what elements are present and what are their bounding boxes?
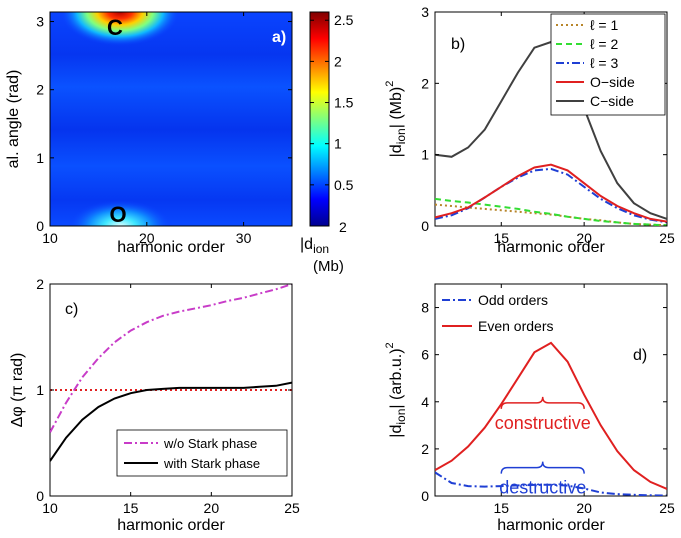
panel-b-series-line-2 bbox=[435, 167, 667, 224]
panel-c-xtick-label: 15 bbox=[123, 500, 139, 516]
heatmap-hotspot-c bbox=[60, 12, 180, 46]
panel-d-brace-0 bbox=[500, 396, 585, 409]
panel-b-legend: ℓ = 1 ℓ = 2 ℓ = 3 O−side C−side bbox=[550, 13, 666, 116]
panel-a-xtick-label: 10 bbox=[42, 230, 58, 246]
panel-d-xtick-label: 25 bbox=[659, 500, 675, 516]
colorbar bbox=[309, 11, 330, 227]
panel-a-ylabel: al. angle (rad) bbox=[5, 70, 22, 169]
panel-label-a: a) bbox=[272, 29, 286, 46]
annotation-c: C bbox=[107, 15, 123, 40]
panel-d-ytick-label: 0 bbox=[421, 488, 429, 504]
panel-c-ytick-label: 1 bbox=[36, 382, 44, 398]
panel-b-xtick-label: 15 bbox=[493, 230, 509, 246]
panel-b-xtick-label: 25 bbox=[659, 230, 675, 246]
panel-c-lines: 10 15 20 25 0 1 2 c) w/o Stark phase with Stark… bbox=[9, 276, 300, 534]
panel-c-legend: w/o Stark phase with Stark phase bbox=[116, 429, 288, 477]
panel-a-xtick-label: 20 bbox=[139, 230, 155, 246]
panel-a-xlabel: harmonic order bbox=[117, 239, 225, 256]
panel-b-legend-box bbox=[550, 13, 666, 116]
panel-label-c: c) bbox=[65, 301, 78, 318]
panel-d-xtick-label: 20 bbox=[576, 500, 592, 516]
colorbar-tick-label: 2 bbox=[339, 219, 347, 235]
panel-a-frame bbox=[49, 11, 293, 227]
panel-a-ytick-label: 3 bbox=[36, 14, 44, 30]
panel-d-series-line-1 bbox=[435, 341, 667, 490]
panel-b-legend-label-4: C−side bbox=[590, 93, 634, 109]
panel-label-b: b) bbox=[451, 36, 465, 53]
panel-d-legend: Odd orders Even orders bbox=[442, 292, 553, 334]
panel-c-xtick-label: 25 bbox=[284, 500, 300, 516]
panel-c-legend-label-1: with Stark phase bbox=[163, 456, 260, 471]
panel-d-ytick-label: 8 bbox=[421, 300, 429, 316]
panel-b-ylabel: |dion| (Mb)2 bbox=[384, 81, 408, 158]
panel-b-ytick-label: 2 bbox=[421, 75, 429, 91]
panel-a-heatmap: C O a) 10 20 30 0 1 2 3 harmonic order al. ang… bbox=[5, 11, 354, 275]
panel-c-ytick-label: 0 bbox=[36, 488, 44, 504]
panel-d-series-line-0 bbox=[435, 471, 667, 496]
panel-b-series-line-3 bbox=[435, 163, 667, 223]
panel-d-ytick-label: 6 bbox=[421, 347, 429, 363]
colorbar-tick-label: 1 bbox=[334, 136, 342, 152]
panel-d-annotation-1: destructive bbox=[499, 478, 586, 498]
panel-c-ytick-label: 2 bbox=[36, 276, 44, 292]
panel-d-lines: 15 20 25 0 2 4 6 8 Odd orders Even orders d) con… bbox=[384, 283, 675, 534]
panel-a-ytick-label: 2 bbox=[36, 82, 44, 98]
panel-c-legend-box bbox=[116, 429, 288, 477]
panel-d-annotation-0: constructive bbox=[495, 413, 591, 433]
panel-d-frame bbox=[434, 283, 668, 497]
colorbar-tick-label: 2 bbox=[334, 53, 342, 69]
panel-d-legend-label-1: Even orders bbox=[478, 318, 553, 334]
panel-b-series-line-0 bbox=[435, 203, 667, 226]
panel-b-ytick-label: 3 bbox=[421, 4, 429, 20]
panel-d-ytick-label: 2 bbox=[421, 441, 429, 457]
panel-b-legend-label-3: O−side bbox=[590, 74, 635, 90]
panel-c-xlabel: harmonic order bbox=[117, 517, 225, 534]
panel-c-ylabel: Δφ (π rad) bbox=[9, 353, 26, 428]
panel-a-ytick-label: 0 bbox=[36, 218, 44, 234]
panel-label-d: d) bbox=[633, 347, 647, 364]
panel-b-frame bbox=[434, 11, 668, 227]
colorbar-tick-label: 2.5 bbox=[334, 12, 354, 28]
panel-b-legend-label-1: ℓ = 2 bbox=[590, 36, 618, 52]
heatmap-hotspot-o bbox=[68, 200, 172, 226]
panel-c-series-line-0 bbox=[50, 284, 292, 433]
panel-b-xtick-label: 20 bbox=[576, 230, 592, 246]
panel-a-xtick-label: 30 bbox=[236, 230, 252, 246]
panel-d-xtick-label: 15 bbox=[493, 500, 509, 516]
panel-c-xtick-label: 10 bbox=[42, 500, 58, 516]
panel-d-legend-label-0: Odd orders bbox=[478, 292, 548, 308]
heatmap-background bbox=[50, 12, 292, 226]
panel-b-series-line-1 bbox=[435, 197, 667, 226]
panel-c-series-line-1 bbox=[50, 381, 292, 462]
panel-b-ytick-label: 1 bbox=[421, 147, 429, 163]
panel-d-xlabel: harmonic order bbox=[497, 517, 605, 534]
colorbar-tick-label: 1.5 bbox=[334, 95, 354, 111]
panel-a-ytick-label: 1 bbox=[36, 150, 44, 166]
panel-b-legend-label-0: ℓ = 1 bbox=[590, 17, 618, 33]
panel-c-legend-label-0: w/o Stark phase bbox=[163, 436, 257, 451]
panel-d-ylabel: |dion| (arb.u.)2 bbox=[384, 342, 408, 437]
panel-c-xtick-label: 20 bbox=[204, 500, 220, 516]
colorbar-label: |dion bbox=[300, 236, 329, 256]
panel-b-lines: 15 20 25 0 1 2 3 b) ℓ = 1 ℓ = 2 ℓ = 3 O−side C−sid… bbox=[384, 4, 675, 256]
panel-b-xlabel: harmonic order bbox=[497, 239, 605, 256]
colorbar-tick-label: 0.5 bbox=[334, 177, 354, 193]
panel-b-ytick-label: 0 bbox=[421, 218, 429, 234]
annotation-o: O bbox=[109, 202, 126, 227]
panel-b-legend-label-2: ℓ = 3 bbox=[590, 55, 618, 71]
colorbar-unit: (Mb) bbox=[313, 258, 344, 275]
panel-d-brace-1 bbox=[500, 461, 585, 474]
panel-d-ytick-label: 4 bbox=[421, 394, 429, 410]
